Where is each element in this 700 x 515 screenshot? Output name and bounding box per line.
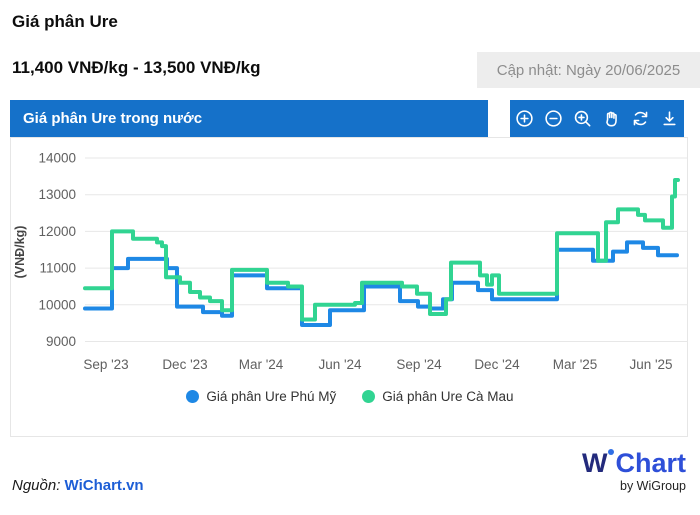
y-tick-label: 12000 [38,224,76,239]
legend-item-ca-mau[interactable]: Giá phân Ure Cà Mau [362,389,514,404]
legend-item-phu-my[interactable]: Giá phân Ure Phú Mỹ [186,389,336,404]
y-axis-title: (VNĐ/kg) [13,226,27,279]
legend-label-ca-mau: Giá phân Ure Cà Mau [382,389,514,404]
x-tick-label: Jun '24 [318,357,362,372]
reset-icon[interactable] [631,109,651,129]
x-tick-label: Mar '25 [553,357,598,372]
wichart-logo-text: W Chart [582,448,686,479]
pan-icon[interactable] [602,109,622,129]
zoom-out-icon[interactable] [544,109,564,129]
x-tick-label: Dec '24 [474,357,520,372]
chart-card [10,137,688,437]
legend-dot-phu-my [186,390,200,403]
logo-byline: by WiGroup [620,479,686,493]
series-line-1 [83,178,680,322]
source-line: Nguồn: WiChart.vn [12,477,144,494]
x-tick-label: Dec '23 [162,357,207,372]
x-tick-label: Sep '24 [396,357,442,372]
legend-label-phu-my: Giá phân Ure Phú Mỹ [206,389,337,404]
panel-title-bar: Giá phân Ure trong nước [10,100,488,137]
panel-title: Giá phân Ure trong nước [23,110,203,127]
x-tick-label: Mar '24 [239,357,284,372]
logo-i-dot-icon [608,449,615,455]
x-tick-label: Sep '23 [83,357,128,372]
y-tick-label: 11000 [39,261,76,276]
y-tick-label: 9000 [46,334,76,349]
zoom-selection-icon[interactable] [573,109,593,129]
wichart-logo: W Chart by WiGroup [582,448,686,493]
chart-toolbar [510,100,684,137]
chart-svg[interactable]: 9000 10000 11000 12000 13000 14000 Sep '23 Dec … [0,137,700,378]
page-title: Giá phân Ure [12,12,118,31]
download-icon[interactable] [660,109,680,129]
y-tick-label: 13000 [38,187,76,202]
chart-legend: Giá phân Ure Phú Mỹ Giá phân Ure Cà Mau [0,389,700,404]
price-range: 11,400 VNĐ/kg - 13,500 VNĐ/kg [12,58,261,77]
logo-chart: Chart [615,448,686,478]
series-line-0 [83,240,679,327]
source-link[interactable]: WiChart.vn [64,477,144,494]
legend-dot-ca-mau [362,390,376,403]
y-tick-label: 10000 [38,297,76,312]
x-tick-label: Jun '25 [629,357,672,372]
zoom-in-icon[interactable] [515,109,535,129]
updated-badge: Cập nhật: Ngày 20/06/2025 [477,52,700,88]
logo-w: W [582,448,608,478]
source-label: Nguồn: [12,477,61,494]
y-tick-label: 14000 [38,151,76,166]
